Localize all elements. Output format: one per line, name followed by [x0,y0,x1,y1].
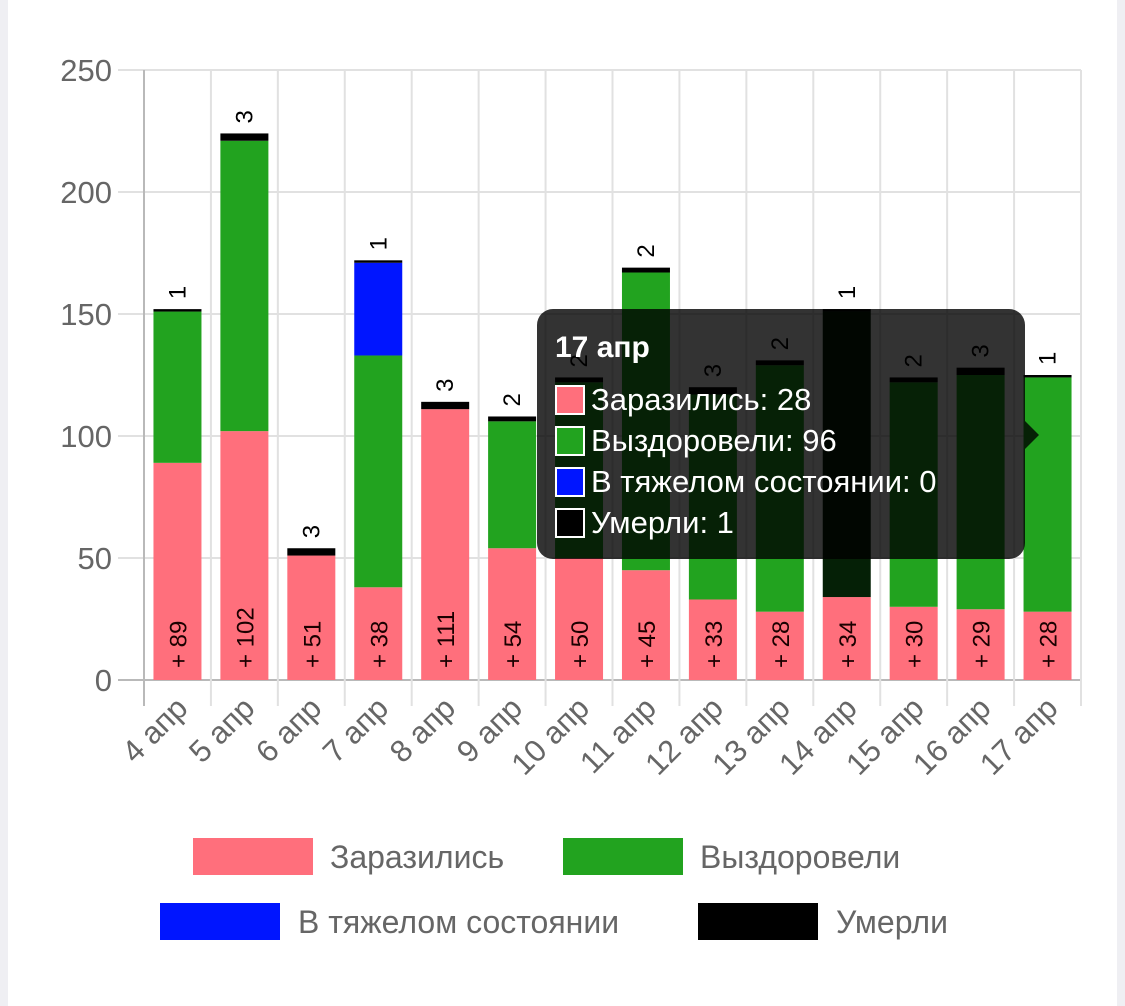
bar-top-label: 1 [164,286,191,299]
tooltip-label-severe: В тяжелом состоянии: 0 [591,463,937,499]
bar-value-label: + 102 [232,607,259,668]
bar-segment-deceased [621,267,670,273]
tooltip-swatch-infected [555,384,585,415]
bar-segment-deceased [421,401,470,410]
bar-top-label: 1 [1035,352,1062,365]
bar-segment-infected [889,606,938,680]
bar-value-label: + 111 [433,611,460,668]
bar-top-label: 2 [633,244,660,257]
bar-segment-deceased [354,260,403,263]
bar-value-label: + 30 [902,621,929,668]
tooltip-swatch-deceased [555,507,585,538]
x-tick-label: 6 апр [249,690,328,769]
bar-segment-recovered [354,355,403,588]
legend-swatch [160,903,280,940]
bar-segment-infected [621,570,670,680]
bar-value-label: + 29 [969,621,996,668]
bar-segment-deceased [287,548,336,556]
bar-value-label: + 50 [567,621,594,668]
legend-label: В тяжелом состоянии [298,904,619,940]
bar-value-label: + 28 [1036,621,1063,668]
bar-value-label: + 28 [768,621,795,668]
x-tick-label: 4 апр [115,690,194,769]
chart-tooltip: 17 апр Заразились: 28 Выздоровели: 96 В … [537,309,1039,559]
tooltip-row-recovered: Выздоровели: 96 [555,420,1007,461]
bar-segment-recovered [220,140,269,432]
tooltip-label-deceased: Умерли: 1 [591,504,734,540]
bar-value-label: + 45 [634,621,661,668]
bar-segment-infected [755,611,804,680]
bar-value-label: + 51 [299,621,326,668]
legend-swatch [193,838,313,875]
bar-top-label: 3 [231,110,258,123]
bar-segment-infected [555,558,604,680]
bar-segment-infected [354,587,403,680]
y-tick-label: 250 [60,53,112,88]
x-tick-label: 7 апр [316,690,395,769]
x-tick-label: 8 апр [383,690,462,769]
bar-segment-infected [822,597,871,680]
bar-value-label: + 89 [165,621,192,668]
bar-segment-infected [956,609,1005,680]
bar-segment-deceased [220,133,269,141]
tooltip-label-recovered: Выздоровели: 96 [591,422,837,458]
y-tick-label: 150 [60,297,112,332]
legend-label: Умерли [836,904,948,940]
tooltip-row-deceased: Умерли: 1 [555,502,1007,543]
bar-segment-recovered [488,421,537,549]
y-tick-label: 0 [95,663,112,698]
tooltip-row-severe: В тяжелом состоянии: 0 [555,461,1007,502]
legend-swatch [698,903,818,940]
bar-segment-deceased [1023,375,1072,378]
legend-swatch [563,838,683,875]
tooltip-title: 17 апр [555,331,650,364]
bar-value-label: + 33 [701,621,728,668]
tooltip-row-infected: Заразились: 28 [555,379,1007,420]
bar-segment-infected [1023,611,1072,680]
bar-value-label: + 54 [500,621,527,668]
legend-label: Выздоровели [700,839,900,875]
bar-segment-infected [287,555,336,680]
bar-segment-severe [354,262,403,356]
x-tick-label: 17 апр [973,690,1064,781]
bar-segment-deceased [488,416,537,422]
bar-top-label: 2 [499,393,526,406]
bar-top-label: 1 [365,237,392,250]
y-tick-label: 200 [60,175,112,210]
bar-top-label: 3 [432,378,459,391]
tooltip-swatch-severe [555,466,585,497]
bar-value-label: + 38 [366,621,393,668]
bar-segment-deceased [153,309,202,312]
bar-top-label: 3 [298,525,325,538]
y-tick-label: 100 [60,419,112,454]
bar-segment-recovered [1023,377,1072,612]
bar-value-label: + 34 [835,621,862,668]
x-tick-label: 5 апр [182,690,261,769]
y-tick-label: 50 [78,541,112,576]
bar-segment-infected [153,462,202,680]
tooltip-caret [1025,421,1039,449]
tooltip-swatch-recovered [555,425,585,456]
bar-segment-infected [488,548,537,680]
legend-label: Заразились [330,839,504,875]
bar-segment-infected [220,431,269,680]
bar-segment-infected [421,409,470,680]
tooltip-label-infected: Заразились: 28 [591,381,812,417]
bar-top-label: 1 [834,286,861,299]
bar-segment-recovered [153,311,202,463]
bar-segment-infected [688,599,737,680]
x-tick-label: 10 апр [505,690,596,781]
